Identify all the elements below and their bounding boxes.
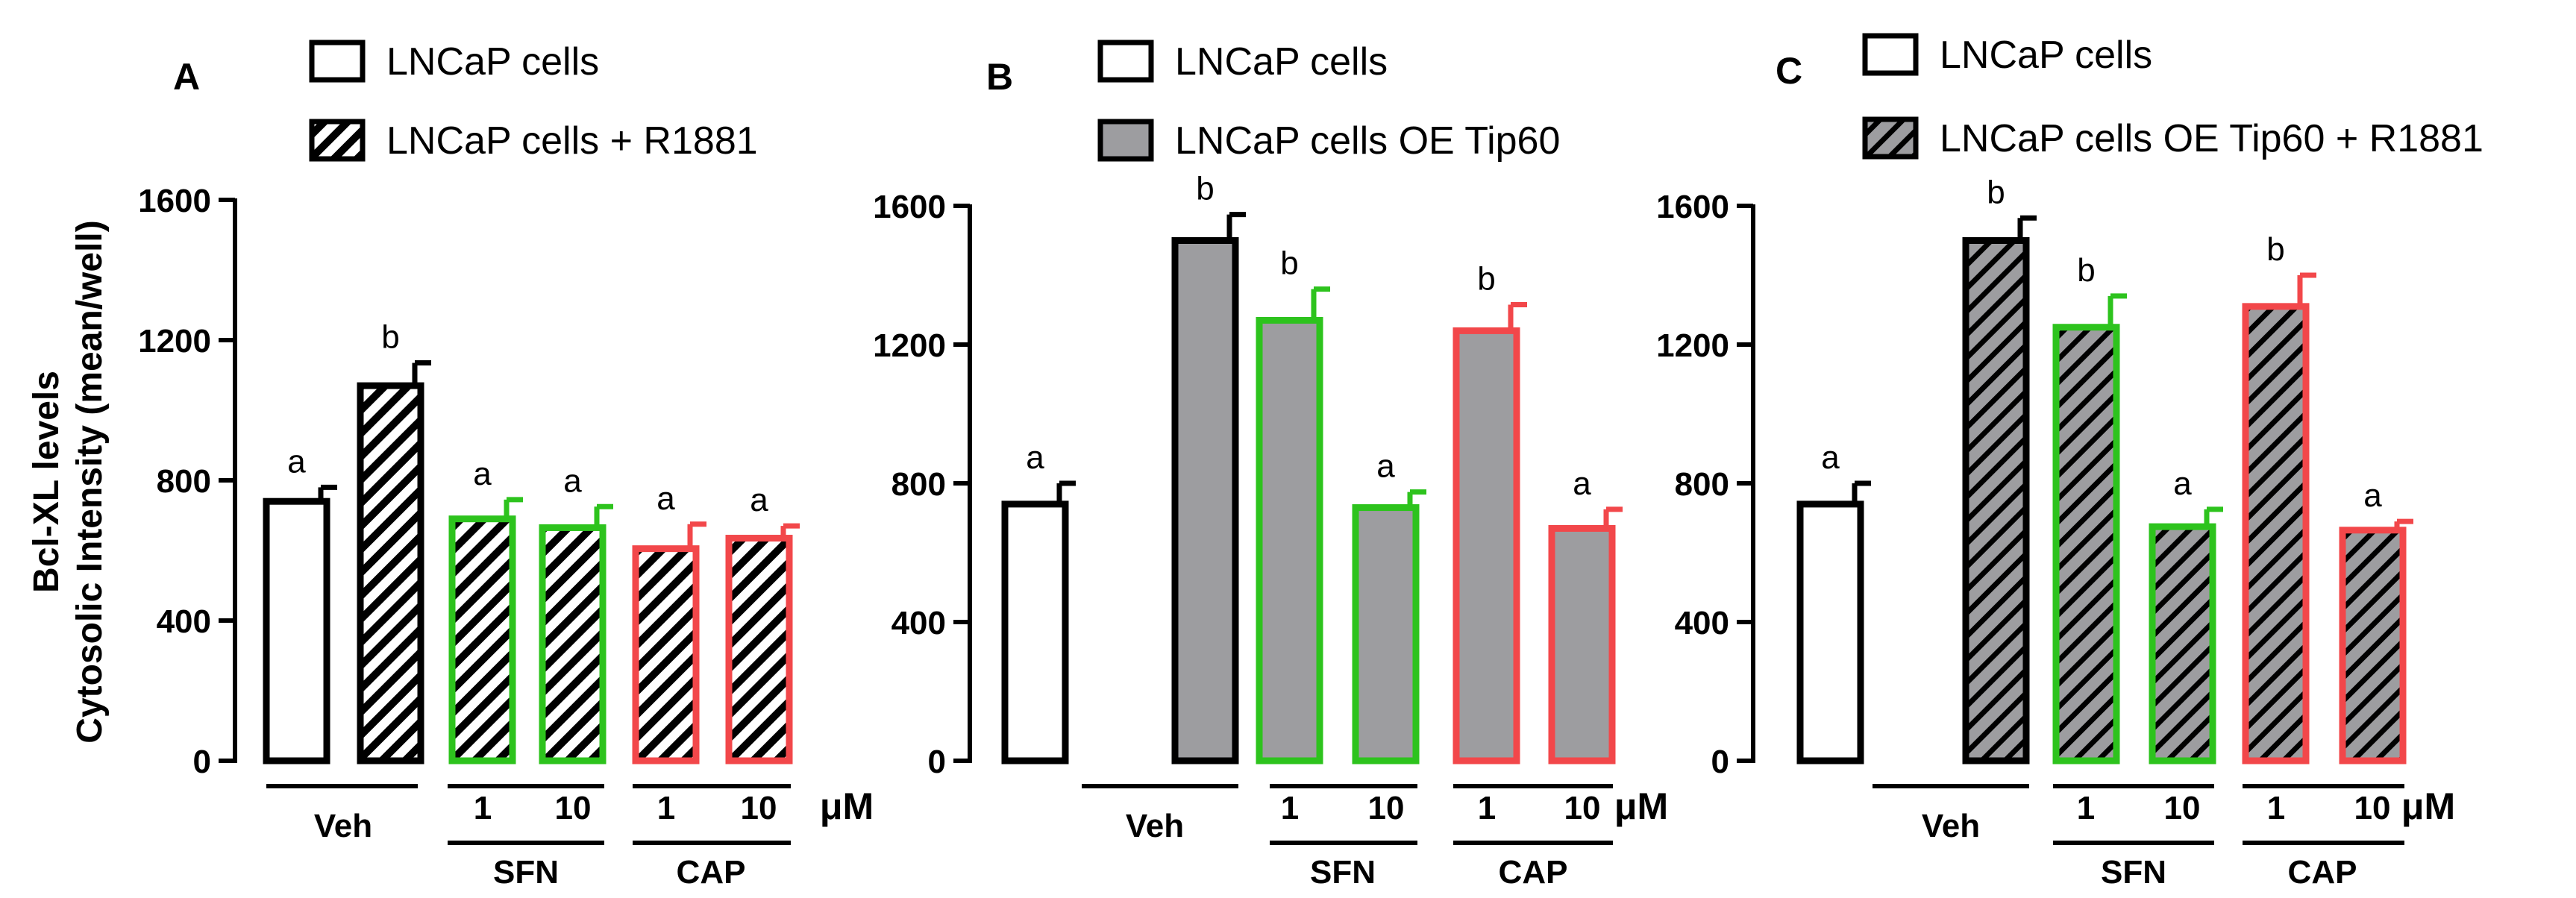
- bar: [632, 545, 700, 764]
- bar: [2052, 324, 2120, 764]
- legend-swatch: [1862, 33, 1919, 76]
- bar: [539, 524, 607, 764]
- y-tick-label: 800: [891, 466, 946, 503]
- significance-letter: b: [1196, 171, 1214, 207]
- legend-swatch: [1097, 40, 1154, 83]
- bar: [1001, 500, 1069, 764]
- legend-label: LNCaP cells: [386, 40, 599, 84]
- significance-letter: b: [381, 319, 399, 356]
- significance-letter: b: [2266, 231, 2284, 268]
- significance-letter: a: [473, 456, 492, 492]
- y-tick-label: 1600: [873, 189, 946, 225]
- bar: [725, 535, 793, 764]
- x-category-label: Veh: [314, 808, 372, 844]
- y-axis-label-line-1: Bcl-XL levels: [27, 371, 66, 593]
- x-category-label: 10: [1368, 790, 1405, 826]
- panel-letter: B: [986, 56, 1013, 98]
- x-category-label: Veh: [1922, 808, 1980, 844]
- y-tick-label: 400: [1675, 605, 1729, 641]
- chart-layer: Bcl-XL levels Cytosolic Intensity (mean/w…: [27, 33, 2483, 891]
- x-category-label: 1: [2267, 790, 2285, 826]
- bar: [2149, 523, 2216, 764]
- y-tick-label: 1600: [1656, 189, 1729, 225]
- x-unit-label: μM: [820, 785, 874, 827]
- bar: [2339, 527, 2407, 764]
- panel-letter: C: [1776, 50, 1802, 92]
- bar: [1452, 327, 1520, 764]
- x-category-label: 1: [1478, 790, 1496, 826]
- x-group-label: SFN: [1310, 854, 1376, 891]
- x-group-label: SFN: [2101, 854, 2166, 891]
- panel-b: B LNCaP cells LNCaP cells OE Tip60 0 400 800 1…: [873, 40, 1668, 891]
- y-tick-label: 0: [928, 744, 946, 780]
- legend-label: LNCaP cells: [1940, 34, 2152, 77]
- bar: [357, 382, 424, 764]
- y-tick-label: 1600: [138, 183, 211, 219]
- y-tick-label: 1200: [138, 323, 211, 359]
- bar: [1352, 504, 1420, 764]
- significance-letter: a: [287, 443, 306, 480]
- y-tick-label: 0: [1711, 744, 1729, 780]
- legend-label: LNCaP cells OE Tip60: [1175, 119, 1560, 163]
- legend-label: LNCaP cells + R1881: [386, 119, 758, 163]
- significance-letter: a: [1376, 448, 1395, 485]
- y-axis-title: Bcl-XL levels Cytosolic Intensity (mean/w…: [27, 220, 110, 743]
- x-unit-label: μM: [2401, 785, 2455, 827]
- significance-letter: a: [1026, 439, 1044, 476]
- y-tick-label: 800: [157, 463, 211, 500]
- significance-letter: b: [1280, 245, 1298, 282]
- bar: [448, 515, 516, 764]
- x-category-label: 1: [2077, 790, 2095, 826]
- panel-c: C LNCaP cells LNCaP cells OE Tip60 + R1881…: [1656, 33, 2483, 891]
- significance-letter: b: [1477, 261, 1495, 298]
- y-tick-label: 400: [891, 605, 946, 641]
- y-tick-label: 0: [193, 744, 211, 780]
- legend-label: LNCaP cells: [1175, 40, 1388, 84]
- bar: [263, 497, 330, 764]
- x-group-label: CAP: [2288, 854, 2357, 891]
- legend-swatch: [1097, 119, 1154, 162]
- panel-letter: A: [173, 56, 200, 98]
- legend-label: LNCaP cells OE Tip60 + R1881: [1940, 117, 2483, 160]
- significance-letter: b: [2077, 252, 2095, 289]
- significance-letter: a: [563, 462, 582, 499]
- bar: [1256, 316, 1323, 764]
- y-tick-label: 1200: [1656, 327, 1729, 364]
- legend-swatch: [309, 119, 366, 162]
- x-category-label: 10: [2164, 790, 2201, 826]
- x-category-label: 1: [1281, 790, 1299, 826]
- x-category-label: 10: [1564, 790, 1601, 826]
- x-category-label: 10: [2354, 790, 2391, 826]
- significance-letter: a: [656, 480, 675, 517]
- legend-swatch: [1862, 116, 1919, 160]
- y-tick-label: 800: [1675, 466, 1729, 503]
- y-tick-label: 1200: [873, 327, 946, 364]
- bar: [1548, 524, 1616, 764]
- significance-letter: a: [1821, 439, 1840, 476]
- bar: [1796, 500, 1864, 764]
- x-category-label: Veh: [1126, 808, 1184, 844]
- x-group-label: CAP: [677, 854, 746, 891]
- y-axis-label-line-2: Cytosolic Intensity (mean/well): [70, 220, 110, 743]
- significance-letter: b: [1987, 174, 2005, 210]
- legend-swatch: [309, 40, 366, 83]
- y-tick-label: 400: [157, 603, 211, 640]
- significance-letter: a: [750, 482, 768, 518]
- bar: [1962, 237, 2030, 764]
- x-category-label: 10: [741, 790, 777, 826]
- panel-a: A LNCaP cells LNCaP cells + R1881 0 400 800 12…: [138, 40, 874, 891]
- bar: [2242, 303, 2310, 764]
- bar: [1171, 237, 1239, 764]
- x-category-label: 10: [555, 790, 592, 826]
- significance-letter: a: [2363, 477, 2382, 514]
- x-category-label: 1: [474, 790, 492, 826]
- x-category-label: 1: [657, 790, 675, 826]
- significance-letter: a: [1573, 465, 1591, 502]
- x-unit-label: μM: [1614, 785, 1668, 827]
- x-group-label: CAP: [1499, 854, 1568, 891]
- significance-letter: a: [2173, 465, 2192, 502]
- x-group-label: SFN: [493, 854, 559, 891]
